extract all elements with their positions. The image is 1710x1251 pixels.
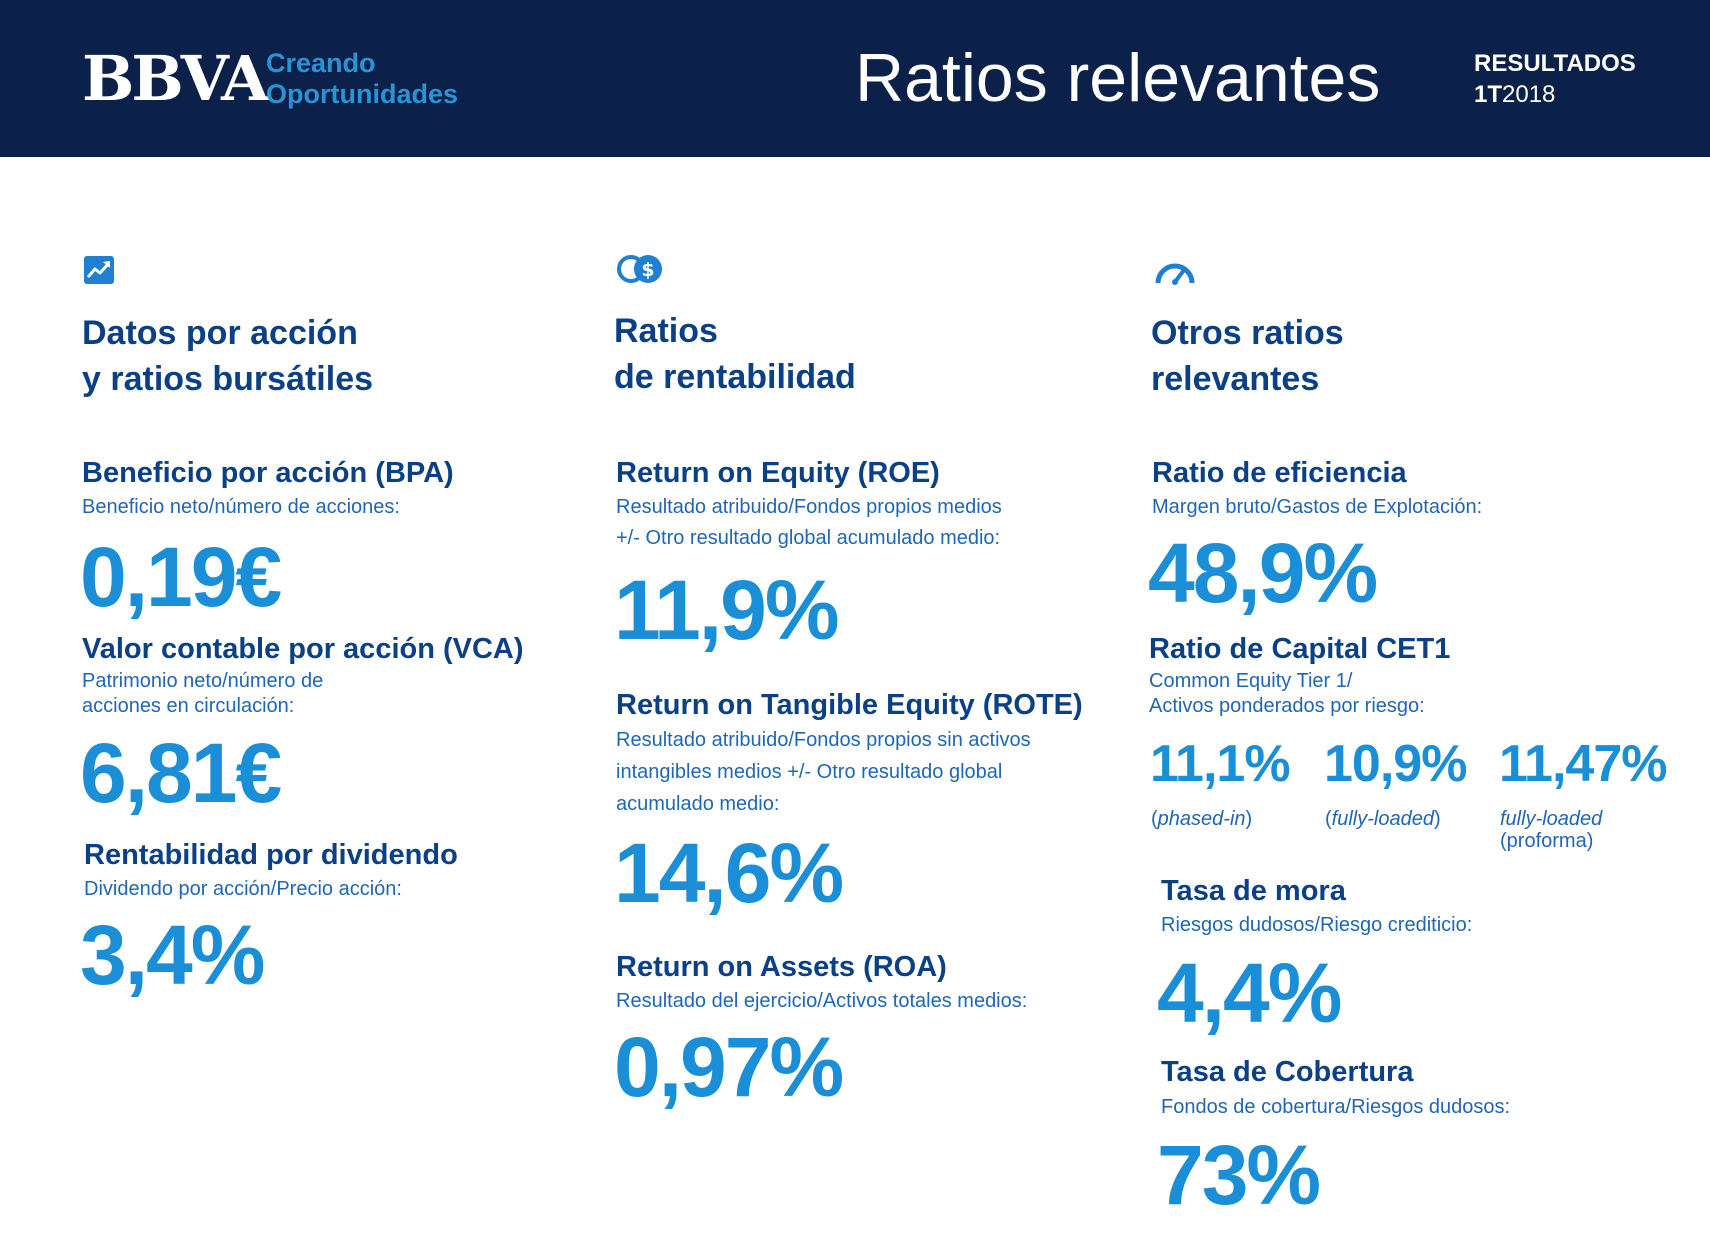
section-title-line1: Ratios [614, 312, 718, 350]
vca-value: 6,81€ [80, 726, 282, 820]
speedometer-icon [1154, 255, 1196, 292]
trend-up-icon [83, 255, 115, 290]
vca-description: Patrimonio neto/número de acciones en ci… [82, 669, 323, 719]
section-title-line1: Datos por acción [82, 314, 358, 352]
efficiency-value: 48,9% [1148, 526, 1378, 620]
vca-title: Valor contable por acción (VCA) [82, 633, 524, 665]
coverage-value: 73% [1157, 1128, 1321, 1222]
cet1-fully-loaded-note: (fully-loaded) [1325, 808, 1441, 830]
rote-title: Return on Tangible Equity (ROTE) [616, 689, 1083, 721]
efficiency-desc-line1: Margen bruto/Gastos de Explotación: [1152, 496, 1483, 518]
report-line1: RESULTADOS [1474, 50, 1636, 77]
tagline-line2: Oportunidades [266, 79, 459, 109]
section-title-line2: relevantes [1151, 360, 1320, 398]
phased-in-label: phased-in [1157, 808, 1246, 830]
section-title-otros: Otros ratios relevantes [1151, 310, 1344, 402]
paren-close: ) [1433, 808, 1441, 830]
roe-description: Resultado atribuido/Fondos propios medio… [616, 492, 1002, 554]
header-bar: BBVA Creando Oportunidades Ratios releva… [0, 0, 1710, 157]
rote-value: 14,6% [614, 826, 844, 920]
coverage-desc-line1: Fondos de cobertura/Riesgos dudosos: [1161, 1096, 1511, 1118]
dividend-value: 3,4% [80, 908, 265, 1002]
cet1-desc-line2: Activos ponderados por riesgo: [1149, 695, 1425, 717]
mora-value: 4,4% [1157, 946, 1342, 1040]
roe-value: 11,9% [614, 563, 840, 657]
bpa-desc-line1: Beneficio neto/número de acciones: [82, 496, 400, 518]
efficiency-description: Margen bruto/Gastos de Explotación: [1152, 492, 1482, 522]
bbva-logo: BBVA [82, 42, 269, 115]
dividend-description: Dividendo por acción/Precio acción: [84, 874, 402, 904]
coins-dollar-icon: $ [617, 253, 665, 290]
mora-title: Tasa de mora [1161, 875, 1346, 907]
tagline: Creando Oportunidades [266, 48, 458, 110]
cet1-proforma-note: fully-loaded (proforma) [1500, 808, 1602, 852]
report-label: RESULTADOS 1T2018 [1474, 48, 1636, 110]
vca-desc-line2: acciones en circulación: [82, 695, 295, 717]
roa-desc-line1: Resultado del ejercicio/Activos totales … [616, 990, 1028, 1012]
proforma-label: (proforma) [1500, 830, 1594, 852]
cet1-fully-loaded-value: 10,9% [1324, 735, 1467, 793]
dividend-desc-line1: Dividendo por acción/Precio acción: [84, 878, 402, 900]
roa-title: Return on Assets (ROA) [616, 951, 947, 983]
efficiency-title: Ratio de eficiencia [1152, 457, 1407, 489]
rote-description: Resultado atribuido/Fondos propios sin a… [616, 724, 1031, 820]
section-title-line2: de rentabilidad [614, 358, 856, 396]
fully-loaded-label: fully-loaded [1331, 808, 1434, 830]
fully-loaded-label: fully-loaded [1500, 808, 1603, 830]
section-title-rentabilidad: Ratios de rentabilidad [614, 308, 856, 400]
bpa-description: Beneficio neto/número de acciones: [82, 492, 400, 522]
rote-desc-line2: intangibles medios +/- Otro resultado gl… [616, 761, 1003, 783]
page-title: Ratios relevantes [855, 40, 1381, 116]
coverage-description: Fondos de cobertura/Riesgos dudosos: [1161, 1092, 1510, 1122]
section-title-line2: y ratios bursátiles [82, 360, 374, 398]
bpa-title: Beneficio por acción (BPA) [82, 457, 454, 489]
dividend-title: Rentabilidad por dividendo [84, 839, 458, 871]
roa-value: 0,97% [614, 1020, 844, 1114]
cet1-phased-in-note: (phased-in) [1151, 808, 1252, 830]
roe-title: Return on Equity (ROE) [616, 457, 940, 489]
cet1-phased-in-value: 11,1% [1150, 735, 1291, 793]
paren-open: ( [1151, 808, 1158, 830]
roa-description: Resultado del ejercicio/Activos totales … [616, 986, 1027, 1016]
cet1-title: Ratio de Capital CET1 [1149, 633, 1451, 665]
coverage-title: Tasa de Cobertura [1161, 1056, 1414, 1088]
section-title-datos-accion: Datos por acción y ratios bursátiles [82, 310, 373, 402]
rote-desc-line3: acumulado medio: [616, 793, 780, 815]
cet1-description: Common Equity Tier 1/ Activos ponderados… [1149, 669, 1425, 719]
roe-desc-line1: Resultado atribuido/Fondos propios medio… [616, 496, 1002, 518]
mora-description: Riesgos dudosos/Riesgo crediticio: [1161, 910, 1472, 940]
report-period: 1T2018 [1474, 79, 1636, 110]
vca-desc-line1: Patrimonio neto/número de [82, 670, 324, 692]
report-year: 2018 [1502, 81, 1556, 108]
rote-desc-line1: Resultado atribuido/Fondos propios sin a… [616, 729, 1031, 751]
cet1-desc-line1: Common Equity Tier 1/ [1149, 670, 1353, 692]
cet1-proforma-value: 11,47% [1499, 735, 1667, 793]
svg-text:$: $ [641, 259, 654, 281]
bpa-value: 0,19€ [80, 530, 282, 624]
paren-close: ) [1245, 808, 1253, 830]
section-title-line1: Otros ratios [1151, 314, 1344, 352]
roe-desc-line2: +/- Otro resultado global acumulado medi… [616, 527, 1001, 549]
tagline-line1: Creando [266, 48, 376, 78]
mora-desc-line1: Riesgos dudosos/Riesgo crediticio: [1161, 914, 1473, 936]
paren-open: ( [1325, 808, 1332, 830]
report-quarter: 1T [1474, 81, 1503, 108]
